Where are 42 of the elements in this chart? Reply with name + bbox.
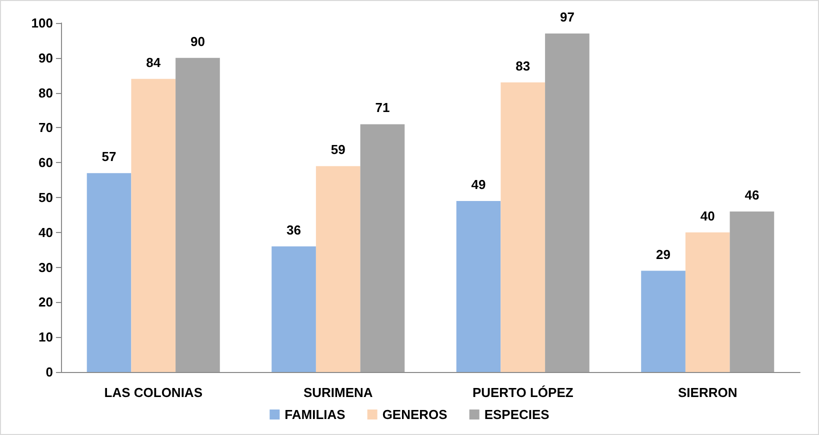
x-tick-label: SIERRON — [678, 385, 738, 400]
bar — [456, 200, 501, 372]
data-label: 49 — [471, 176, 486, 192]
data-label: 97 — [560, 9, 574, 24]
legend-label: GENEROS — [382, 407, 448, 422]
y-tick-label: 0 — [46, 364, 53, 380]
bar — [316, 166, 360, 372]
data-label: 46 — [744, 187, 760, 202]
data-label: 59 — [330, 142, 346, 158]
y-tick-label: 60 — [38, 155, 53, 170]
data-label: 57 — [102, 149, 116, 164]
bar — [730, 211, 774, 372]
y-tick-label: 80 — [38, 85, 53, 100]
data-label: 90 — [190, 34, 205, 49]
bar — [500, 82, 546, 372]
data-label: 83 — [516, 58, 530, 74]
legend-label: ESPECIES — [484, 407, 550, 422]
x-tick-label: PUERTO LÓPEZ — [472, 385, 574, 400]
legend-label: FAMILIAS — [284, 407, 346, 422]
data-label: 36 — [286, 222, 302, 238]
bar — [272, 246, 316, 372]
x-tick-label: LAS COLONIAS — [104, 385, 203, 400]
y-tick-label: 90 — [38, 50, 53, 66]
y-tick-label: 30 — [38, 260, 53, 275]
y-tick-label: 50 — [38, 190, 53, 205]
data-label: 40 — [700, 208, 715, 224]
x-tick-label: SURIMENA — [303, 385, 374, 400]
y-tick-label: 10 — [38, 330, 53, 345]
y-tick-label: 20 — [38, 294, 53, 310]
data-label: 29 — [656, 246, 671, 262]
data-label: 71 — [375, 100, 390, 116]
bar — [360, 124, 405, 372]
data-label: 84 — [146, 54, 162, 70]
y-tick-label: 100 — [31, 16, 53, 30]
bar — [131, 78, 176, 372]
bar — [641, 270, 686, 372]
bar — [545, 33, 590, 372]
bar — [86, 173, 132, 372]
y-tick-label: 70 — [38, 120, 53, 136]
bar — [685, 232, 730, 372]
bar — [176, 58, 220, 372]
y-tick-label: 40 — [38, 224, 53, 240]
